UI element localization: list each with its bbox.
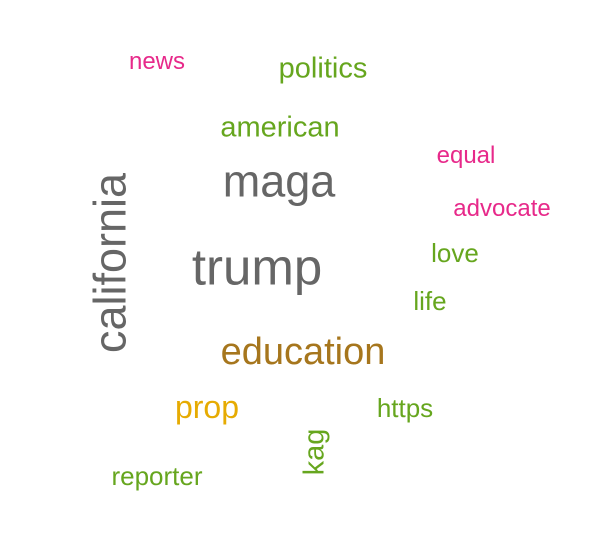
- word-american: american: [220, 111, 340, 144]
- word-maga: maga: [222, 155, 336, 207]
- word-love: love: [431, 238, 479, 268]
- word-reporter: reporter: [111, 461, 203, 491]
- word-life: life: [413, 286, 447, 316]
- word-politics: politics: [278, 52, 368, 85]
- word-trump: trump: [191, 238, 323, 296]
- word-california: california: [84, 172, 136, 354]
- word-https: https: [376, 393, 434, 423]
- word-advocate: advocate: [453, 195, 551, 222]
- word-news: news: [128, 48, 186, 75]
- word-education: education: [220, 331, 386, 373]
- word-equal: equal: [436, 142, 496, 169]
- word-kag: kag: [298, 428, 331, 476]
- word-prop: prop: [174, 389, 240, 425]
